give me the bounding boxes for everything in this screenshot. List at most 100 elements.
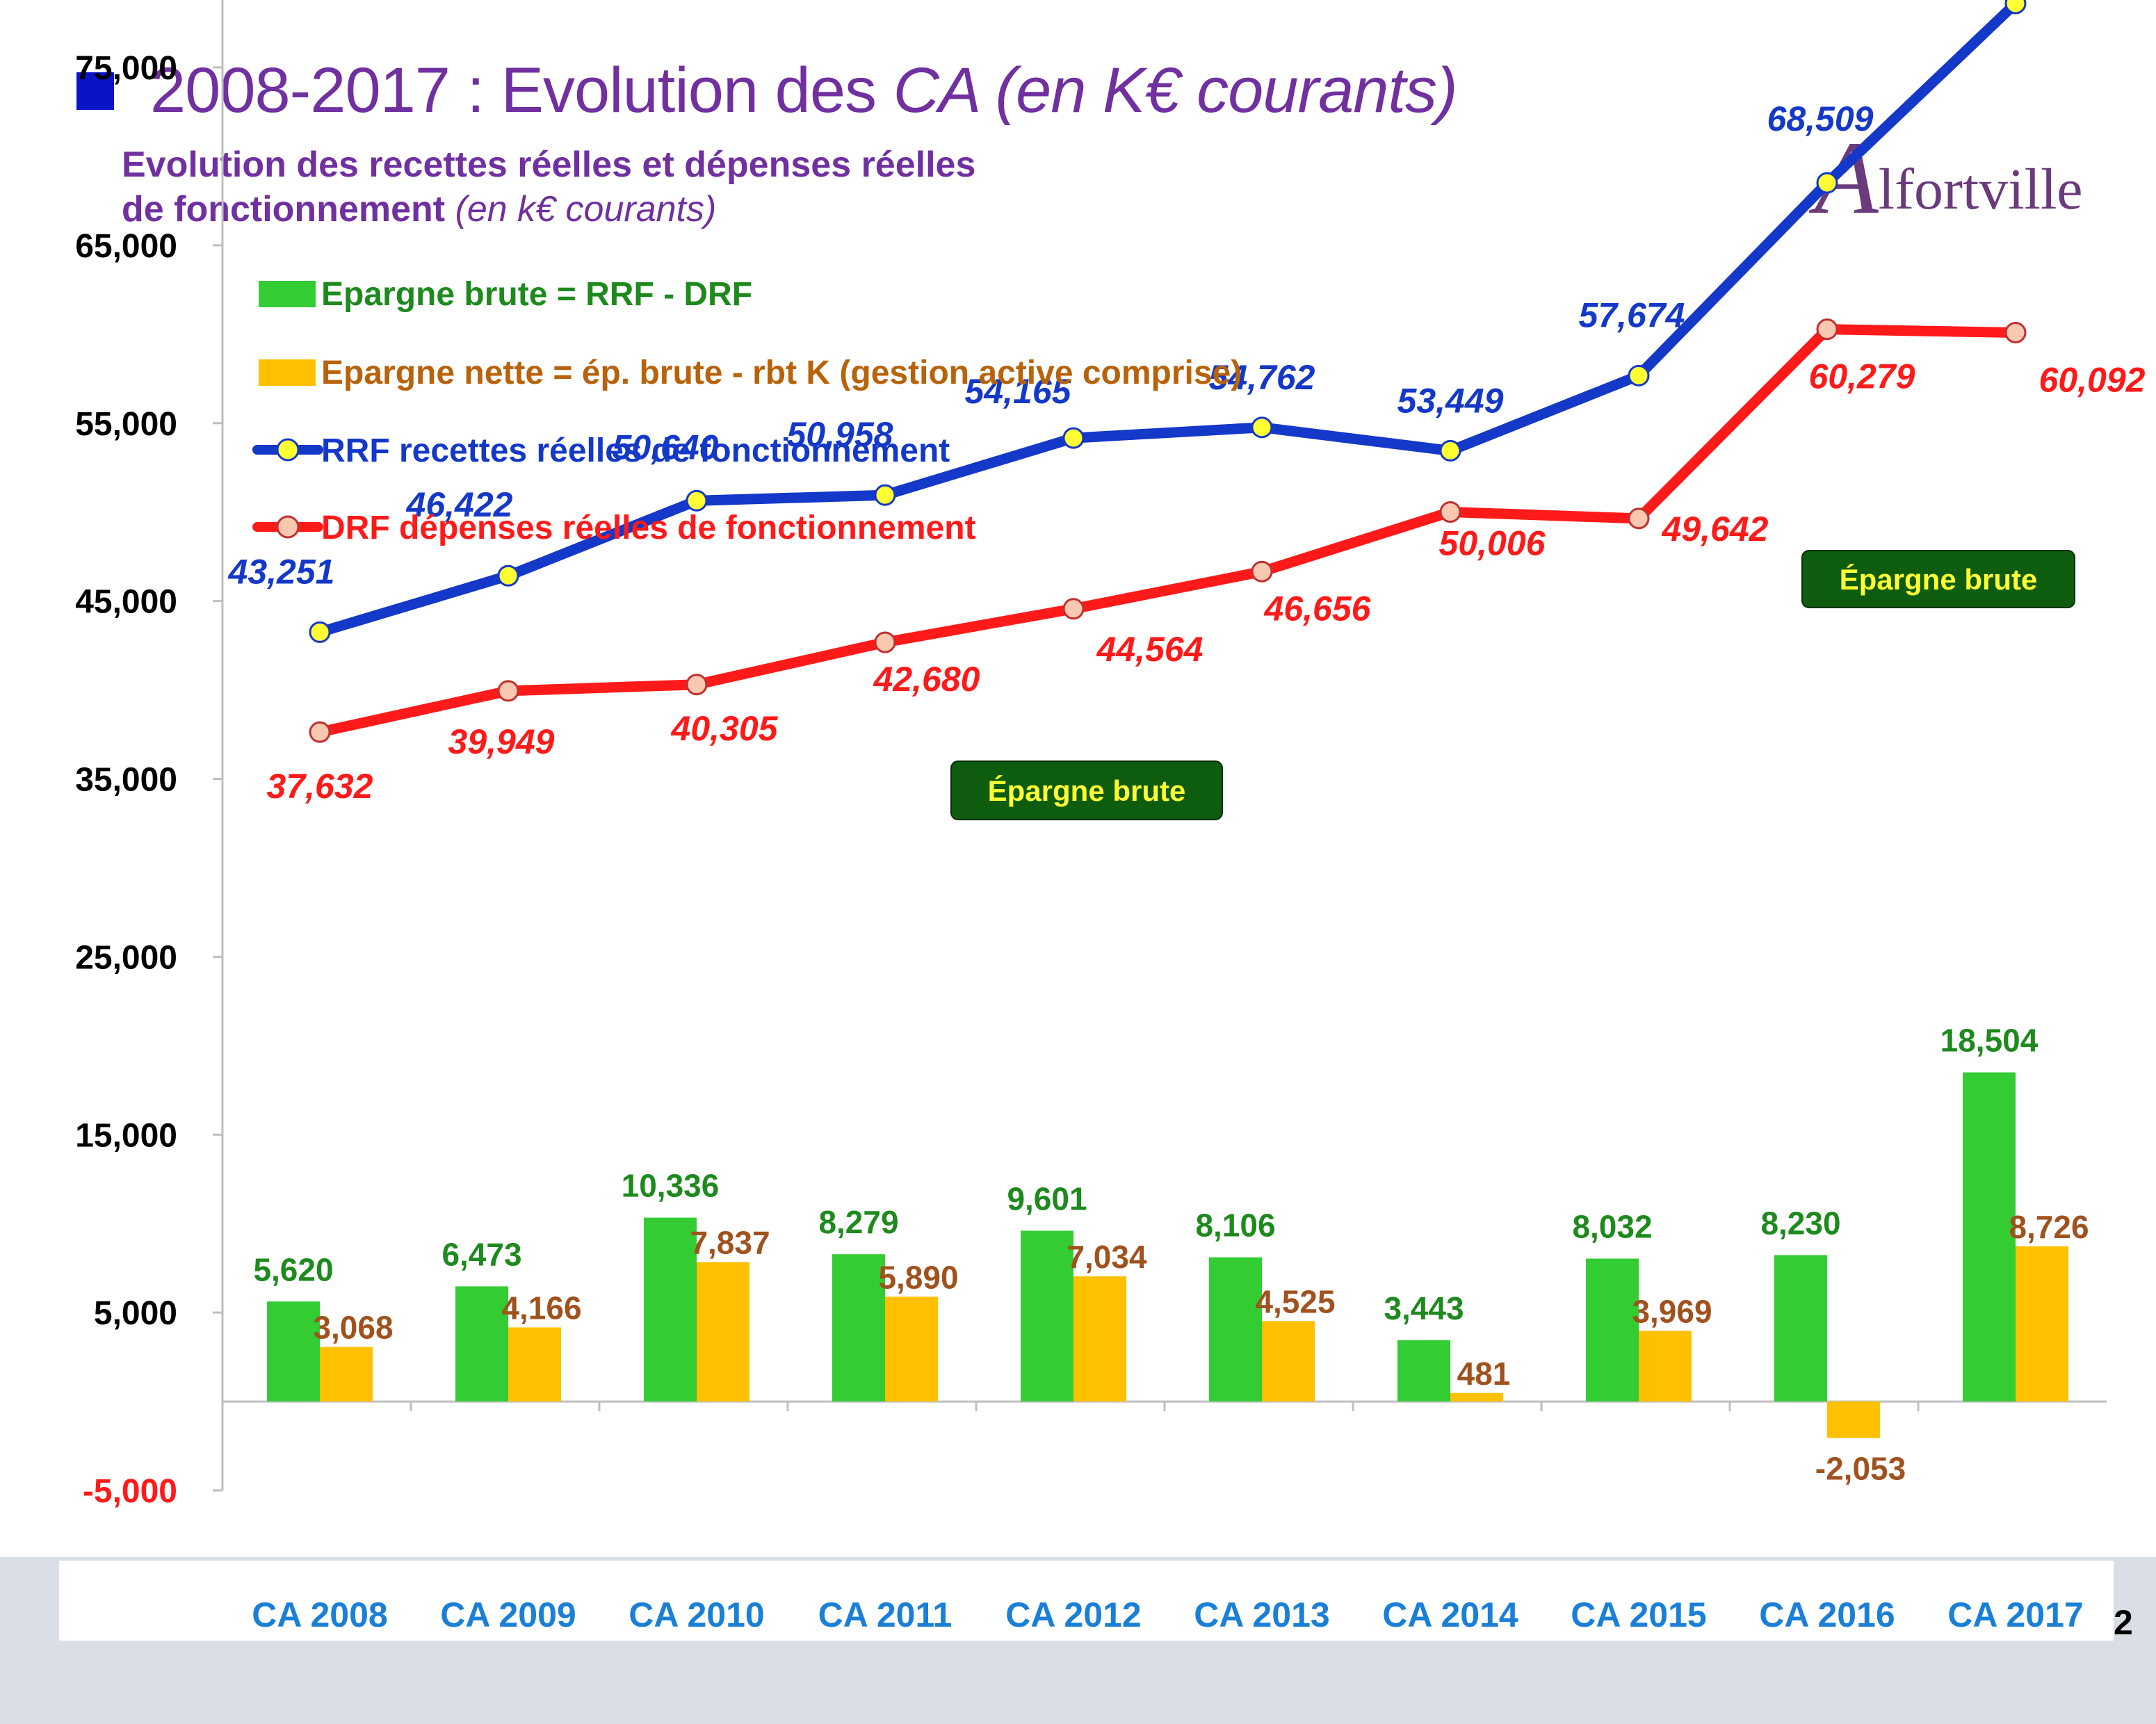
rrf-marker [686, 489, 708, 512]
x-tick-label: CA 2017 [1947, 1595, 2083, 1634]
epargne-nette-label: 481 [1457, 1356, 1511, 1392]
page-title-italic: CA (en K€ courants) [893, 55, 1458, 126]
epargne-nette-bar [1827, 1401, 1880, 1438]
drf-value-label: 60,092 [2039, 360, 2146, 399]
drf-value-label: 60,279 [1809, 357, 1915, 396]
chart-axes: -5,000 5,000 15,000 25,000 35,000 45,000 55,00… [75, 0, 2107, 1634]
legend: Epargne brute = RRF - DRF Epargne nette =… [252, 276, 1242, 546]
epargne-brute-label: 5,620 [253, 1251, 333, 1287]
epargne-brute-callout-box [950, 761, 1223, 820]
page-number: 2 [2114, 1603, 2133, 1642]
drf-marker [1251, 560, 1273, 583]
epargne-brute-label: 8,106 [1195, 1207, 1275, 1244]
epargne-brute-bar [1397, 1340, 1450, 1402]
epargne-brute-label: 10,336 [622, 1168, 720, 1204]
x-tick-label: CA 2010 [629, 1595, 764, 1634]
drf-value-label: 49,642 [1662, 510, 1769, 548]
x-tick-label: CA 2008 [252, 1595, 387, 1634]
y-tick-label: 65,000 [75, 228, 177, 265]
epargne-nette-bar [1073, 1276, 1126, 1402]
epargne-brute-label: 8,279 [818, 1204, 898, 1240]
x-tick-label: CA 2012 [1005, 1595, 1141, 1634]
subtitle-line-2: de fonctionnement [122, 189, 455, 229]
epargne-brute-callout-text: Épargne brute [988, 774, 1186, 807]
rrf-value-label: 53,449 [1397, 381, 1504, 420]
epargne-nette-label: 5,890 [878, 1259, 958, 1295]
epargne-nette-bar [1262, 1321, 1315, 1402]
epargne-brute-bar [644, 1217, 697, 1402]
y-tick-label: 45,000 [75, 584, 177, 621]
category-axis-panel [59, 1561, 2114, 1641]
epargne-brute-label: 3,443 [1384, 1290, 1464, 1326]
y-tick-label: 25,000 [75, 939, 177, 976]
y-tick-label: 35,000 [75, 762, 177, 799]
epargne-nette-label: 7,837 [690, 1225, 770, 1261]
drf-marker [1062, 598, 1085, 620]
epargne-brute-bar [455, 1286, 508, 1402]
epargne-nette-bar [1450, 1392, 1503, 1402]
rrf-marker [1816, 172, 1838, 194]
drf-value-label: 37,632 [267, 767, 373, 806]
drf-value-label: 40,305 [671, 709, 779, 748]
legend-swatch [259, 281, 316, 307]
x-tick-label: CA 2011 [818, 1595, 953, 1634]
drf-line [314, 324, 2021, 738]
drf-marker [1628, 507, 1650, 530]
rrf-marker [874, 484, 896, 506]
rrf-marker [1628, 364, 1650, 387]
epargne-brute-callout-box [1801, 550, 2075, 608]
rrf-value-label: 43,251 [228, 552, 335, 591]
epargne-nette-label: 8,726 [2009, 1209, 2089, 1245]
subtitle-line-2-row: de fonctionnement (en k€ courants) [122, 187, 975, 231]
x-tick-label: CA 2015 [1571, 1595, 1706, 1634]
page-title-text: 2008-2017 : Evolution des [150, 55, 893, 126]
epargne-nette-label: 4,525 [1255, 1283, 1335, 1319]
epargne-nette-bar [1639, 1331, 1692, 1402]
y-tick-label: 55,000 [75, 406, 177, 443]
rrf-value-label: 54,165 [965, 372, 1072, 411]
x-tick-label: CA 2014 [1382, 1595, 1518, 1634]
epargne-nette-label: -2,053 [1815, 1451, 1906, 1487]
drf-value-label: 50,006 [1439, 524, 1546, 563]
y-tick-label: 15,000 [75, 1117, 177, 1154]
rrf-marker [1062, 427, 1085, 449]
rrf-line [314, 0, 2021, 637]
title-bullet-square [76, 72, 114, 110]
rrf-marker [2004, 0, 2027, 15]
epargne-brute-label: 8,230 [1760, 1205, 1840, 1241]
drf-value-label: 39,949 [448, 722, 555, 761]
epargne-brute-bar [267, 1301, 320, 1402]
legend-label: Epargne brute = RRF - DRF [321, 276, 752, 313]
title-row: 2008-2017 : Evolution des CA (en K€ cour… [76, 54, 1458, 127]
epargne-brute-label: 9,601 [1007, 1180, 1087, 1217]
rrf-marker [1439, 439, 1461, 462]
epargne-brute-bar [1963, 1072, 2016, 1402]
rrf-value-label: 54,762 [1209, 358, 1315, 397]
subtitle-line-1: Evolution des recettes réelles et dépens… [122, 145, 976, 185]
drf-marker [497, 680, 519, 702]
drf-marker [2004, 321, 2027, 343]
epargne-nette-bar [320, 1347, 373, 1402]
line-series [309, 0, 2027, 743]
drf-marker [1439, 501, 1461, 523]
legend-label: RRF recettes réelles de fonctionnement [321, 432, 950, 469]
x-tick-label: CA 2016 [1759, 1595, 1895, 1634]
y-tick-label: 5,000 [94, 1295, 177, 1332]
epargne-nette-label: 3,969 [1632, 1294, 1712, 1330]
x-tick-label: CA 2009 [440, 1595, 576, 1634]
rrf-marker [1251, 416, 1273, 439]
epargne-nette-label: 4,166 [501, 1290, 581, 1326]
epargne-brute-bar [1209, 1257, 1262, 1402]
logo-text: lfortville [1878, 157, 2083, 222]
drf-value-label: 42,680 [873, 660, 980, 699]
bar-series [267, 1072, 2068, 1438]
rrf-marker [497, 564, 519, 587]
drf-value-label: 44,564 [1096, 630, 1203, 669]
legend-label: Epargne nette = ép. brute - rbt K (gesti… [321, 355, 1242, 391]
epargne-nette-bar [885, 1296, 938, 1402]
y-tick-label: 75,000 [75, 50, 177, 87]
drf-marker [686, 674, 708, 696]
epargne-brute-label: 18,504 [1940, 1023, 2039, 1059]
rrf-value-label: 50,640 [613, 428, 719, 466]
